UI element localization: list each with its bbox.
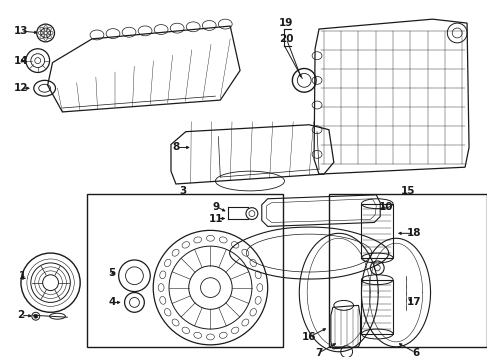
Text: 15: 15 [401, 186, 415, 196]
Text: 6: 6 [412, 348, 419, 358]
Circle shape [34, 314, 38, 318]
Bar [362, 280, 393, 334]
Text: 7: 7 [316, 348, 323, 358]
Text: 1: 1 [19, 271, 26, 281]
Text: 2: 2 [17, 310, 24, 320]
Text: 18: 18 [407, 228, 421, 238]
Bar [329, 194, 487, 347]
Text: 14: 14 [14, 55, 28, 66]
Text: 8: 8 [172, 143, 179, 152]
Text: 19: 19 [279, 18, 294, 28]
Text: 3: 3 [179, 186, 187, 196]
Text: 17: 17 [407, 297, 421, 307]
Text: 11: 11 [209, 213, 223, 224]
Bar [87, 194, 283, 347]
Text: 13: 13 [14, 26, 28, 36]
Text: 20: 20 [279, 34, 294, 44]
Text: 10: 10 [379, 202, 393, 212]
Text: 5: 5 [108, 268, 115, 278]
Text: 16: 16 [302, 332, 317, 342]
Text: 12: 12 [14, 83, 28, 93]
Bar [362, 204, 393, 258]
Text: 9: 9 [213, 202, 220, 212]
Text: 4: 4 [108, 297, 116, 307]
